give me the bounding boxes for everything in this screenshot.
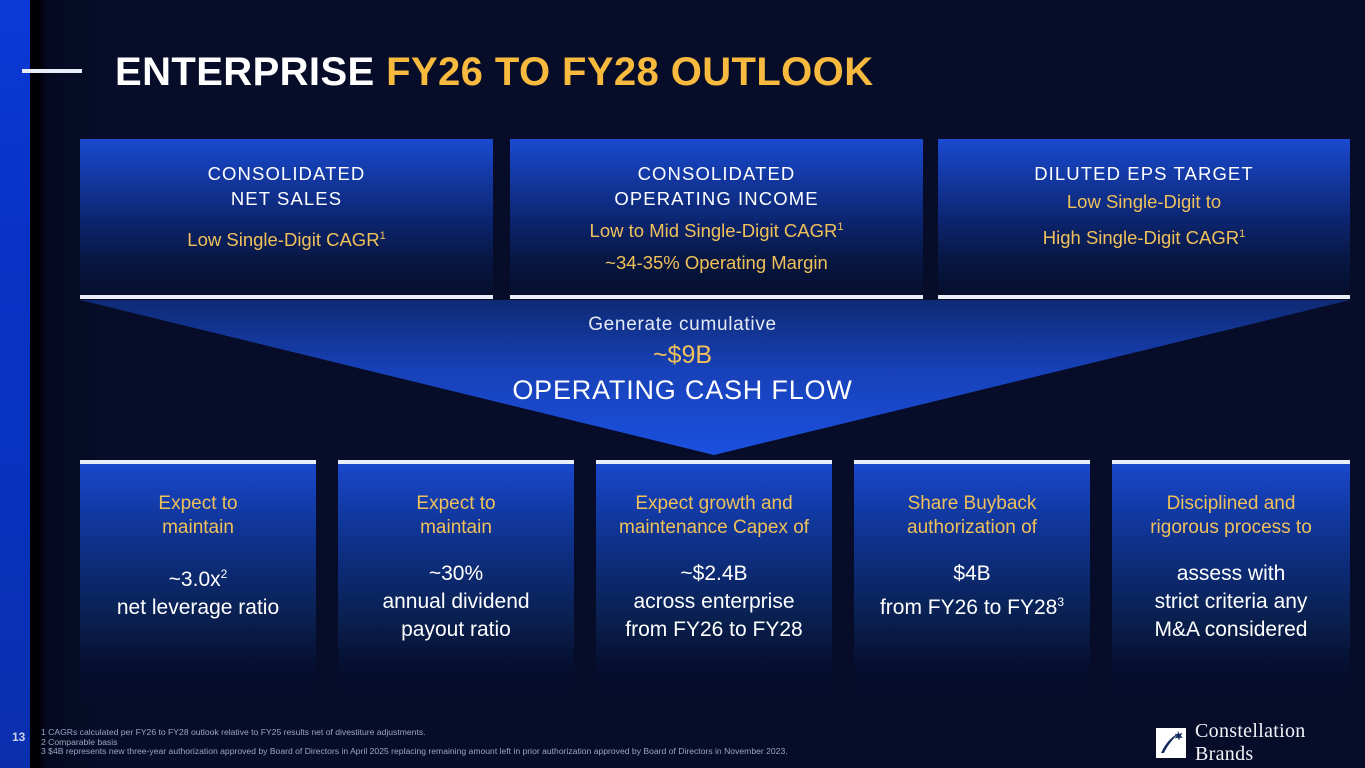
white-line-3: from FY26 to FY28	[625, 618, 803, 641]
page-title-gold: FY26 TO FY28 OUTLOOK	[386, 50, 874, 94]
cash-flow-amount: ~$9B	[652, 341, 713, 369]
spacer	[1112, 540, 1350, 560]
footnote-2: 2 Comparable basis	[41, 736, 118, 747]
card-white-text: ~$2.4B across enterprise from FY26 to FY…	[596, 560, 832, 644]
cash-flow-line-1: Generate cumulative	[588, 314, 777, 335]
metric-card-operating-income: CONSOLIDATED OPERATING INCOME Low to Mid…	[510, 139, 923, 299]
heading-line-1: CONSOLIDATED	[637, 163, 796, 184]
metric-card-diluted-eps: DILUTED EPS TARGET Low Single-Digit to H…	[938, 139, 1350, 299]
white-line-2: from FY26 to FY28	[879, 596, 1058, 619]
white-line-1: ~30%	[428, 562, 484, 585]
left-rail-blue	[0, 0, 30, 768]
card-gold-text: Expect to maintain	[338, 492, 574, 540]
white-line-2: across enterprise	[633, 590, 795, 613]
page-number: 13	[12, 730, 26, 744]
shooting-star-glyph	[1161, 731, 1183, 753]
footnote-marker: 3	[1057, 595, 1065, 609]
card-gold-text: Expect growth and maintenance Capex of	[596, 492, 832, 540]
heading-line-2: OPERATING INCOME	[614, 188, 819, 209]
heading-line-2: NET SALES	[230, 188, 343, 209]
title-dash-accent	[22, 69, 82, 73]
metric-card-net-sales: CONSOLIDATED NET SALES Low Single-Digit …	[80, 139, 493, 299]
spacer	[80, 540, 316, 560]
metric-card-value-1: Low Single-Digit to	[1066, 191, 1222, 212]
card-white-text: assess with strict criteria any M&A cons…	[1112, 560, 1350, 644]
cash-flow-label: OPERATING CASH FLOW	[512, 375, 853, 405]
cash-flow-text: Generate cumulative ~$9B OPERATING CASH …	[0, 311, 1365, 408]
gold-line-2: maintain	[420, 517, 492, 538]
company-name: Constellation Brands	[1195, 720, 1306, 765]
gold-line-1: Share Buyback	[907, 493, 1037, 514]
gold-line-2: maintenance Capex of	[618, 517, 810, 538]
gold-line-2: maintain	[162, 517, 234, 538]
capital-card-capex: Expect growth and maintenance Capex of ~…	[596, 460, 832, 702]
footnote-marker: 2	[220, 567, 228, 581]
top-metrics-row: CONSOLIDATED NET SALES Low Single-Digit …	[80, 139, 1350, 299]
white-line-1: ~$2.4B	[680, 562, 748, 585]
white-line-2: strict criteria any	[1154, 590, 1308, 613]
card-gold-text: Expect to maintain	[80, 492, 316, 540]
capital-card-buyback: Share Buyback authorization of $4B from …	[854, 460, 1090, 702]
footnote-3: 3 $4B represents new three-year authoriz…	[41, 746, 788, 757]
white-line-3: M&A considered	[1154, 618, 1308, 641]
white-line-1: ~3.0x	[168, 568, 221, 591]
metric-card-value-1: Low Single-Digit CAGR1	[187, 220, 385, 256]
footnote-marker: 1	[379, 230, 386, 242]
footnote-1: 1 CAGRs calculated per FY26 to FY28 outl…	[41, 727, 426, 737]
card-white-text: ~3.0x2 net leverage ratio	[80, 560, 316, 622]
metric-card-heading: CONSOLIDATED OPERATING INCOME	[614, 161, 818, 211]
cash-flow-arrow-block: Generate cumulative ~$9B OPERATING CASH …	[0, 295, 1365, 465]
metric-card-value-2: High Single-Digit CAGR1	[1043, 218, 1246, 254]
white-line-3: payout ratio	[401, 618, 511, 641]
shooting-star-icon	[1156, 728, 1186, 758]
spacer	[854, 540, 1090, 560]
white-line-2: annual dividend	[382, 590, 530, 613]
card-white-text: ~30% annual dividend payout ratio	[338, 560, 574, 644]
gold-line-1: Disciplined and	[1166, 493, 1296, 514]
value-text: Low to Mid Single-Digit CAGR	[589, 220, 838, 242]
gold-line-2: rigorous process to	[1150, 517, 1312, 538]
metric-card-heading: CONSOLIDATED NET SALES	[208, 161, 366, 211]
capital-card-ma: Disciplined and rigorous process to asse…	[1112, 460, 1350, 702]
footnote-marker: 1	[837, 221, 844, 233]
company-logo: Constellation Brands	[1156, 720, 1365, 766]
gold-line-1: Expect to	[158, 493, 238, 514]
spacer	[596, 540, 832, 560]
card-gold-text: Disciplined and rigorous process to	[1112, 492, 1350, 540]
footnote-marker: 1	[1239, 228, 1246, 240]
card-gold-text: Share Buyback authorization of	[854, 492, 1090, 540]
page-title: ENTERPRISE FY26 TO FY28 OUTLOOK	[115, 50, 873, 95]
metric-card-heading: DILUTED EPS TARGET	[1034, 163, 1254, 184]
metric-card-value-2: ~34-35% Operating Margin	[605, 252, 828, 274]
bottom-metrics-row: Expect to maintain ~3.0x2 net leverage r…	[80, 460, 1350, 704]
metric-card-value-1: Low to Mid Single-Digit CAGR1	[590, 211, 844, 247]
value-text: High Single-Digit CAGR	[1042, 227, 1240, 249]
spacer	[338, 540, 574, 560]
gold-line-2: authorization of	[907, 517, 1037, 538]
card-white-text: $4B from FY26 to FY283	[854, 560, 1090, 622]
white-line-2: net leverage ratio	[116, 596, 280, 619]
white-line-1: $4B	[953, 562, 991, 585]
heading-line-1: CONSOLIDATED	[207, 163, 366, 184]
white-line-1: assess with	[1176, 562, 1286, 585]
gold-line-1: Expect growth and	[635, 493, 793, 514]
capital-card-leverage: Expect to maintain ~3.0x2 net leverage r…	[80, 460, 316, 702]
footnotes: 1 CAGRs calculated per FY26 to FY28 outl…	[41, 727, 981, 757]
down-arrow-icon	[80, 300, 1350, 455]
gold-line-1: Expect to	[416, 493, 496, 514]
value-text: Low Single-Digit CAGR	[187, 229, 380, 251]
capital-card-dividend: Expect to maintain ~30% annual dividend …	[338, 460, 574, 702]
page-title-white: ENTERPRISE	[115, 50, 387, 94]
left-rail-black	[30, 0, 46, 768]
